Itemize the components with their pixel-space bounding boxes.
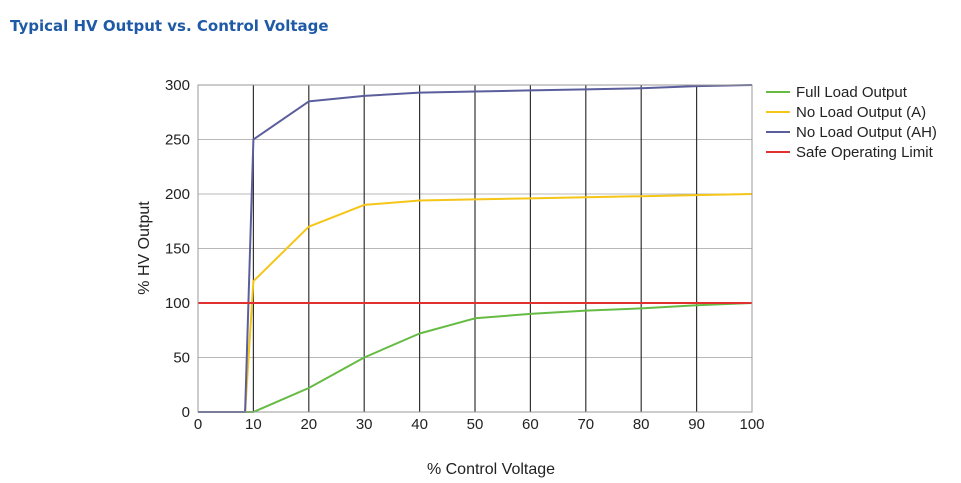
y-tick-label: 50 [173,350,190,367]
grid [198,85,752,412]
plot-frame [197,84,753,413]
y-tick-label: 150 [165,241,190,258]
x-tick-label: 80 [633,416,650,433]
y-tick-label: 250 [165,132,190,149]
legend-entry: No Load Output (A) [796,104,926,121]
x-tick-label: 40 [411,416,428,433]
legend-entry: No Load Output (AH) [796,124,937,141]
x-tick-label: 10 [245,416,262,433]
legend-entry: Full Load Output [796,84,908,101]
y-tick-label: 200 [165,186,190,203]
y-axis-label: % HV Output [136,201,153,295]
x-tick-label: 100 [739,416,764,433]
y-tick-label: 300 [165,77,190,94]
x-tick-label: 60 [522,416,539,433]
axes: 0 50 100 150 200 250 300 0 10 20 30 40 50 60 70 80 90 100 [165,77,765,433]
x-tick-label: 0 [194,416,202,433]
x-tick-label: 50 [467,416,484,433]
y-tick-label: 0 [182,404,190,421]
y-tick-label: 100 [165,295,190,312]
legend: Full Load Output No Load Output (A) No Loa… [766,84,937,161]
legend-entry: Safe Operating Limit [796,144,934,161]
x-tick-label: 90 [688,416,705,433]
chart-title: Typical HV Output vs. Control Voltage [10,17,329,35]
x-tick-label: 30 [356,416,373,433]
x-axis-label: % Control Voltage [427,461,555,478]
series-line-no-load-output-ah [198,84,753,413]
x-tick-label: 20 [300,416,317,433]
x-tick-label: 70 [577,416,594,433]
